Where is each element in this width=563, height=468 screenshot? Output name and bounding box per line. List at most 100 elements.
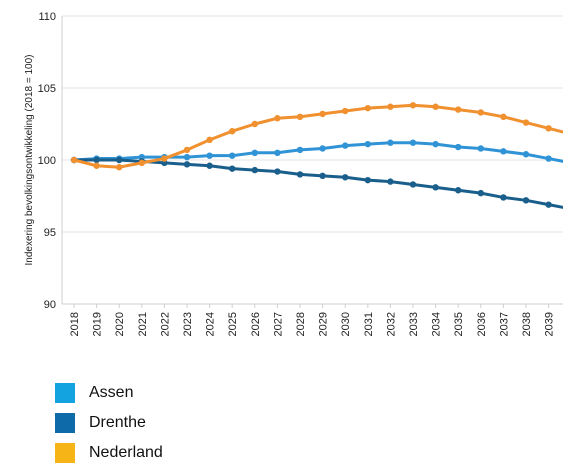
y-tick-label: 105 — [38, 83, 56, 95]
x-tick-label: 2035 — [453, 312, 465, 336]
data-point-assen — [432, 140, 439, 148]
data-point-nederland — [229, 128, 236, 135]
x-tick-label: 2034 — [431, 312, 443, 336]
y-tick-label: 100 — [38, 155, 56, 167]
data-point-assen — [455, 143, 462, 151]
x-tick-label: 2023 — [182, 312, 194, 336]
data-point-nederland — [319, 110, 326, 118]
data-point-nederland — [274, 115, 281, 122]
legend-label: Assen — [89, 384, 134, 401]
data-point-drenthe — [364, 176, 371, 184]
legend-label: Nederland — [89, 444, 163, 461]
data-point-drenthe — [455, 187, 462, 194]
data-point-assen — [296, 146, 304, 154]
data-point-nederland — [183, 146, 191, 154]
data-point-drenthe — [319, 172, 326, 180]
data-point-nederland — [522, 119, 530, 126]
data-point-assen — [229, 152, 236, 159]
data-point-assen — [409, 139, 417, 146]
data-point-drenthe — [409, 181, 417, 188]
y-tick-label: 110 — [38, 11, 56, 23]
data-point-drenthe — [522, 197, 530, 204]
x-tick-label: 2031 — [363, 312, 375, 336]
legend-swatch-assen — [55, 383, 75, 403]
x-tick-label: 2036 — [476, 312, 488, 336]
data-point-nederland — [116, 164, 123, 171]
x-tick-label: 2022 — [159, 312, 171, 336]
x-tick-label: 2028 — [295, 312, 307, 336]
data-point-nederland — [364, 104, 371, 112]
data-point-drenthe — [387, 178, 394, 185]
x-tick-label: 2020 — [114, 312, 126, 336]
legend-swatch-drenthe — [55, 413, 75, 433]
data-point-drenthe — [342, 174, 349, 181]
y-axis: 90 95 100 105 110 — [38, 11, 56, 311]
data-point-assen — [206, 152, 213, 159]
data-point-nederland — [251, 120, 258, 128]
x-tick-label: 2027 — [272, 312, 284, 336]
data-point-drenthe — [274, 168, 281, 175]
x-axis: 2018 2019 2020 2021 2022 2023 2024 2025 2026 2027… — [69, 304, 556, 336]
data-point-nederland — [296, 113, 304, 121]
data-point-assen — [319, 145, 326, 152]
data-point-assen — [522, 151, 530, 158]
data-point-assen — [545, 155, 552, 162]
grid — [61, 15, 563, 305]
data-point-drenthe — [251, 166, 258, 174]
data-point-drenthe — [296, 171, 304, 178]
legend-item-nederland: Nederland — [55, 438, 163, 468]
x-tick-label: 2029 — [318, 312, 330, 336]
data-point-assen — [387, 139, 394, 146]
data-point-drenthe — [206, 162, 213, 169]
data-point-assen — [477, 145, 484, 152]
legend-label: Drenthe — [89, 414, 146, 431]
legend-item-assen: Assen — [55, 378, 163, 408]
data-point-assen — [500, 148, 507, 155]
y-tick-label: 90 — [44, 299, 56, 311]
series — [70, 102, 563, 209]
data-point-drenthe — [93, 156, 100, 164]
data-point-nederland — [70, 156, 78, 164]
data-point-nederland — [206, 136, 213, 144]
x-tick-label: 2019 — [92, 312, 104, 336]
y-tick-label: 95 — [44, 227, 56, 239]
x-tick-label: 2038 — [521, 312, 533, 336]
y-axis-title: Indexering bevolkingsontwikkeling (2018 … — [24, 55, 35, 266]
data-point-drenthe — [545, 201, 552, 208]
data-point-drenthe — [500, 194, 507, 201]
legend-item-drenthe: Drenthe — [55, 408, 163, 438]
data-point-nederland — [93, 162, 100, 169]
x-tick-label: 2026 — [250, 312, 262, 336]
x-tick-label: 2033 — [408, 312, 420, 336]
data-point-drenthe — [116, 156, 123, 164]
x-tick-label: 2024 — [205, 312, 217, 336]
x-tick-label: 2021 — [137, 312, 149, 336]
data-point-nederland — [138, 159, 145, 167]
data-point-nederland — [161, 155, 168, 162]
legend: Assen Drenthe Nederland — [55, 378, 163, 468]
data-point-nederland — [432, 103, 439, 110]
data-point-drenthe — [477, 189, 484, 197]
x-tick-label: 2037 — [498, 312, 510, 336]
data-point-assen — [183, 153, 191, 161]
x-tick-label: 2018 — [69, 312, 81, 336]
data-point-assen — [274, 149, 281, 156]
data-point-nederland — [342, 107, 349, 115]
x-tick-label: 2032 — [385, 312, 397, 336]
legend-swatch-nederland — [55, 443, 75, 463]
data-point-nederland — [500, 113, 507, 121]
x-tick-label: 2039 — [544, 312, 556, 336]
data-point-nederland — [455, 106, 462, 113]
x-tick-label: 2025 — [227, 312, 239, 336]
data-point-nederland — [409, 102, 417, 109]
data-point-drenthe — [432, 184, 439, 191]
data-point-nederland — [477, 109, 484, 116]
data-point-nederland — [387, 103, 394, 110]
data-point-assen — [251, 149, 258, 156]
data-point-drenthe — [183, 161, 191, 168]
data-point-nederland — [545, 125, 552, 132]
data-point-drenthe — [229, 165, 236, 172]
data-point-assen — [364, 140, 371, 148]
